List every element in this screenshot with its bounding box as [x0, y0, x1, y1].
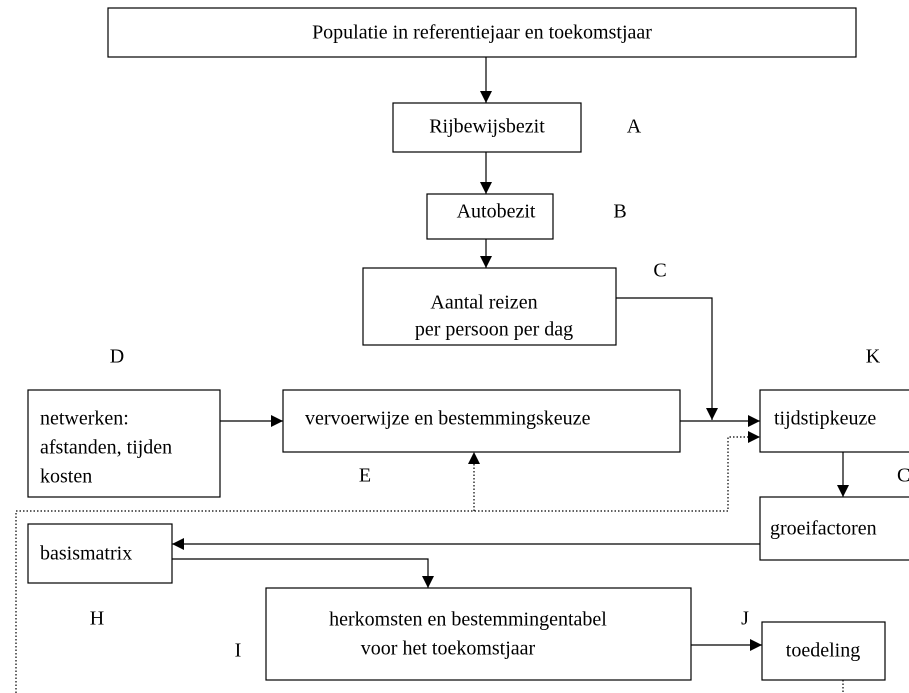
arrow	[616, 297, 718, 420]
step-letter: J	[741, 608, 749, 630]
node-label: Rijbewijsbezit	[429, 116, 545, 138]
node-label: tijdstipkeuze	[774, 408, 876, 430]
box	[282, 389, 681, 453]
node-label: per persoon per dag	[415, 319, 573, 341]
box	[761, 621, 886, 681]
connectors	[15, 57, 849, 693]
step-letter: C	[897, 465, 909, 487]
step-letter: D	[110, 346, 124, 368]
step-letter: C	[653, 260, 666, 282]
box	[27, 523, 173, 584]
node-5: vervoerwijze en bestemmingskeuze	[282, 389, 681, 453]
step-letter: I	[235, 640, 242, 662]
box	[759, 496, 909, 561]
node-label: vervoerwijze en bestemmingskeuze	[305, 408, 591, 430]
node-label: netwerken:	[40, 408, 129, 430]
box	[265, 587, 692, 681]
node-label: toedeling	[786, 640, 860, 662]
node-0: Populatie in referentiejaar en toekomstj…	[107, 7, 857, 58]
step-letter: A	[627, 116, 642, 138]
node-label: voor het toekomstjaar	[361, 638, 536, 660]
node-8: basismatrix	[27, 523, 173, 584]
node-2: Autobezit	[426, 193, 554, 240]
node-9: herkomsten en bestemmingentabel voor het…	[265, 587, 692, 681]
step-letter: K	[866, 346, 881, 368]
box	[759, 389, 909, 453]
node-label: Aantal reizen	[430, 292, 537, 314]
node-4: netwerken: afstanden, tijden kosten	[27, 389, 221, 498]
step-letter: B	[613, 201, 626, 223]
node-1: Rijbewijsbezit	[392, 102, 582, 153]
node-label: herkomsten en bestemmingentabel	[329, 609, 607, 631]
box	[362, 267, 617, 346]
node-6: tijdstipkeuze	[759, 389, 909, 453]
box	[426, 193, 554, 240]
node-label: Populatie in referentiejaar en toekomstj…	[312, 22, 652, 44]
node-7: groeifactoren	[759, 496, 909, 561]
step-letter: H	[90, 608, 104, 630]
node-10: toedeling	[761, 621, 886, 681]
node-label: basismatrix	[40, 543, 132, 565]
node-label: groeifactoren	[770, 518, 877, 540]
node-label: afstanden, tijden	[40, 437, 172, 459]
box	[107, 7, 857, 58]
node-label: Autobezit	[457, 201, 536, 223]
box	[392, 102, 582, 153]
node-3: Aantal reizen per persoon per dag	[362, 267, 617, 346]
arrow	[172, 558, 434, 588]
box	[27, 389, 221, 498]
step-letter: E	[359, 465, 371, 487]
feedback-line	[15, 431, 760, 693]
node-label: kosten	[40, 466, 92, 488]
